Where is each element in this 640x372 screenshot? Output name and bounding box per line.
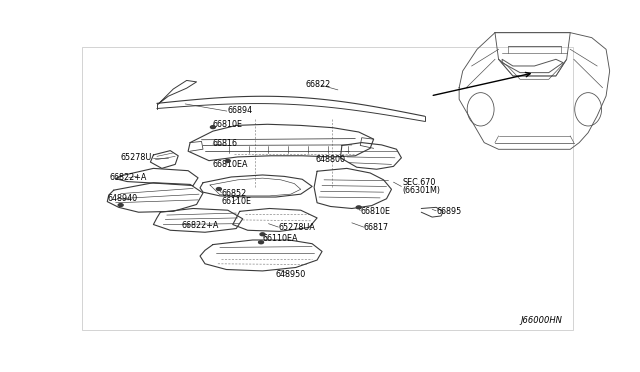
Text: J66000HN: J66000HN (520, 316, 562, 325)
Text: 66810E: 66810E (213, 121, 243, 129)
Circle shape (118, 203, 123, 206)
Circle shape (356, 206, 361, 209)
Text: 66110E: 66110E (221, 197, 252, 206)
Text: 648800: 648800 (316, 155, 346, 164)
Circle shape (211, 126, 216, 129)
Text: 65278U: 65278U (121, 153, 152, 162)
Text: 66810E: 66810E (360, 207, 390, 216)
Text: 648950: 648950 (276, 270, 306, 279)
Text: 648940: 648940 (108, 194, 138, 203)
Text: 66852: 66852 (221, 189, 246, 198)
Text: 66110EA: 66110EA (262, 234, 298, 243)
Text: 66816: 66816 (213, 139, 238, 148)
Text: 66822+A: 66822+A (182, 221, 219, 230)
Circle shape (216, 187, 221, 190)
Circle shape (260, 233, 265, 236)
Text: 66817: 66817 (364, 223, 389, 232)
Circle shape (259, 241, 264, 244)
Text: 66810EA: 66810EA (213, 160, 248, 169)
Text: 66895: 66895 (436, 207, 461, 216)
Circle shape (225, 160, 230, 162)
Text: 66822+A: 66822+A (110, 173, 147, 182)
Text: SEC.670: SEC.670 (403, 178, 436, 187)
Text: 65278UA: 65278UA (278, 223, 316, 232)
Text: 66894: 66894 (228, 106, 253, 115)
Text: (66301M): (66301M) (403, 186, 440, 195)
Text: 66822: 66822 (306, 80, 331, 89)
